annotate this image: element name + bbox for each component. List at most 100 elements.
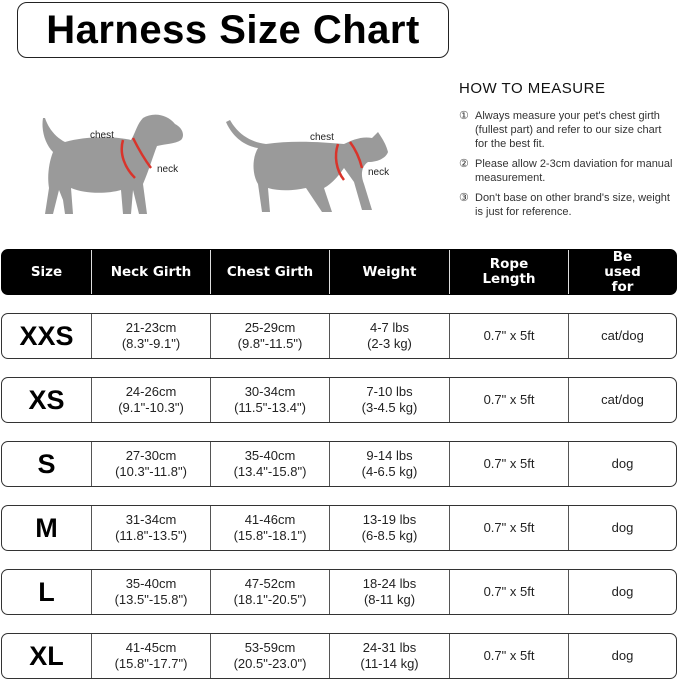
weight-cell: 18-24 lbs (8-11 kg) [329, 570, 449, 614]
size-cell: XL [29, 641, 64, 671]
rope-length-cell: 0.7" x 5ft [449, 506, 568, 550]
rope-length-cell: 0.7" x 5ft [449, 570, 568, 614]
neck-girth-cell: 24-26cm (9.1"-10.3") [91, 378, 210, 422]
tip-text: Don't base on other brand's size, weight… [475, 192, 670, 218]
table-row: XS 24-26cm (9.1"-10.3") 30-34cm (11.5"-13.4"… [1, 377, 677, 423]
rope-length-cell: 0.7" x 5ft [449, 378, 568, 422]
neck-girth-cell: 27-30cm (10.3"-11.8") [91, 442, 210, 486]
neck-in: (10.3"-11.8") [115, 464, 187, 479]
chest-cm: 25-29cm [244, 320, 296, 335]
used-for-cell: dog [568, 442, 676, 486]
chest-girth-cell: 53-59cm (20.5"-23.0") [210, 634, 329, 678]
neck-in: (11.8"-13.5") [115, 528, 187, 543]
dog-illustration [42, 114, 184, 214]
weight-kg: (2-3 kg) [367, 336, 412, 351]
chest-in: (9.8"-11.5") [237, 336, 303, 351]
size-cell: XS [28, 385, 65, 415]
weight-kg: (8-11 kg) [363, 592, 416, 607]
rope-length-cell: 0.7" x 5ft [449, 634, 568, 678]
weight-cell: 24-31 lbs (11-14 kg) [329, 634, 449, 678]
size-cell: S [37, 449, 56, 479]
used-for-cell: dog [568, 570, 676, 614]
table-row: XXS 21-23cm (8.3"-9.1") 25-29cm (9.8"-11.5")… [1, 313, 677, 359]
chest-cm: 41-46cm [244, 512, 296, 527]
weight-lbs: 13-19 lbs [362, 512, 417, 527]
neck-in: (8.3"-9.1") [121, 336, 181, 351]
used-for-cell: dog [568, 506, 676, 550]
neck-cm: 35-40cm [125, 576, 177, 591]
chest-girth-cell: 41-46cm (15.8"-18.1") [210, 506, 329, 550]
neck-girth-cell: 41-45cm (15.8"-17.7") [91, 634, 210, 678]
chest-cm: 35-40cm [244, 448, 296, 463]
weight-kg: (4-6.5 kg) [361, 464, 418, 479]
table-row: XL 41-45cm (15.8"-17.7") 53-59cm (20.5"-23.0… [1, 633, 677, 679]
dog-chest-label: chest [90, 130, 114, 141]
used-for-cell: dog [568, 634, 676, 678]
chest-in: (11.5"-13.4") [234, 400, 306, 415]
used-for-cell: cat/dog [568, 378, 676, 422]
cat-chest-label: chest [310, 132, 334, 143]
rope-length-cell: 0.7" x 5ft [449, 314, 568, 358]
neck-girth-cell: 21-23cm (8.3"-9.1") [91, 314, 210, 358]
neck-cm: 24-26cm [125, 384, 177, 399]
table-row: L 35-40cm (13.5"-15.8") 47-52cm (18.1"-20.5"… [1, 569, 677, 615]
neck-in: (13.5"-15.8") [114, 592, 188, 607]
tip-number: ③ [459, 192, 469, 204]
chest-cm: 30-34cm [244, 384, 296, 399]
chest-in: (15.8"-18.1") [233, 528, 307, 543]
table-row: S 27-30cm (10.3"-11.8") 35-40cm (13.4"-15.8"… [1, 441, 677, 487]
neck-cm: 31-34cm [125, 512, 177, 527]
chest-girth-cell: 47-52cm (18.1"-20.5") [210, 570, 329, 614]
header-be-used-for: Be used for [568, 250, 676, 294]
neck-cm: 41-45cm [125, 640, 177, 655]
weight-kg: (11-14 kg) [360, 656, 419, 671]
table-row: M 31-34cm (11.8"-13.5") 41-46cm (15.8"-18.1"… [1, 505, 677, 551]
tip-number: ② [459, 158, 469, 170]
weight-cell: 9-14 lbs (4-6.5 kg) [329, 442, 449, 486]
neck-cm: 21-23cm [125, 320, 177, 335]
rope-length-cell: 0.7" x 5ft [449, 442, 568, 486]
cat-illustration [226, 120, 388, 212]
neck-girth-cell: 35-40cm (13.5"-15.8") [91, 570, 210, 614]
how-to-measure-heading: HOW TO MEASURE [459, 80, 606, 97]
cat-neck-label: neck [368, 167, 390, 178]
chest-cm: 47-52cm [244, 576, 296, 591]
header-chest-girth: Chest Girth [210, 250, 329, 294]
weight-cell: 7-10 lbs (3-4.5 kg) [329, 378, 449, 422]
chest-girth-cell: 25-29cm (9.8"-11.5") [210, 314, 329, 358]
chest-in: (18.1"-20.5") [233, 592, 307, 607]
weight-lbs: 7-10 lbs [366, 384, 413, 399]
chest-girth-cell: 30-34cm (11.5"-13.4") [210, 378, 329, 422]
chest-in: (20.5"-23.0") [233, 656, 307, 671]
header-neck-girth: Neck Girth [91, 250, 210, 294]
weight-lbs: 24-31 lbs [362, 640, 417, 655]
dog-neck-label: neck [157, 164, 179, 175]
tip-text: Please allow 2-3cm daviation for manual … [475, 158, 673, 184]
used-for-cell: cat/dog [568, 314, 676, 358]
how-to-measure: HOW TO MEASURE ① Always measure your pet'… [459, 80, 674, 225]
tip-text: Always measure your pet's chest girth (f… [475, 110, 662, 150]
size-cell: L [38, 577, 55, 607]
tip-2: ② Please allow 2-3cm daviation for manual… [459, 157, 674, 185]
neck-in: (9.1"-10.3") [118, 400, 184, 415]
size-cell: M [35, 513, 58, 543]
header-weight: Weight [329, 250, 449, 294]
tip-3: ③ Don't base on other brand's size, weigh… [459, 191, 674, 219]
size-cell: XXS [19, 321, 74, 351]
header-rope-length: Rope Length [449, 250, 568, 294]
weight-cell: 13-19 lbs (6-8.5 kg) [329, 506, 449, 550]
tip-1: ① Always measure your pet's chest girth (… [459, 109, 674, 151]
chest-girth-cell: 35-40cm (13.4"-15.8") [210, 442, 329, 486]
weight-kg: (3-4.5 kg) [361, 400, 418, 415]
weight-cell: 4-7 lbs (2-3 kg) [329, 314, 449, 358]
title-box: Harness Size Chart [17, 2, 449, 58]
weight-lbs: 9-14 lbs [366, 448, 413, 463]
chest-cm: 53-59cm [244, 640, 296, 655]
neck-girth-cell: 31-34cm (11.8"-13.5") [91, 506, 210, 550]
header-size: Size [30, 263, 63, 280]
weight-kg: (6-8.5 kg) [361, 528, 418, 543]
neck-cm: 27-30cm [125, 448, 177, 463]
page-title: Harness Size Chart [46, 7, 420, 52]
chest-in: (13.4"-15.8") [233, 464, 307, 479]
weight-lbs: 18-24 lbs [362, 576, 417, 591]
